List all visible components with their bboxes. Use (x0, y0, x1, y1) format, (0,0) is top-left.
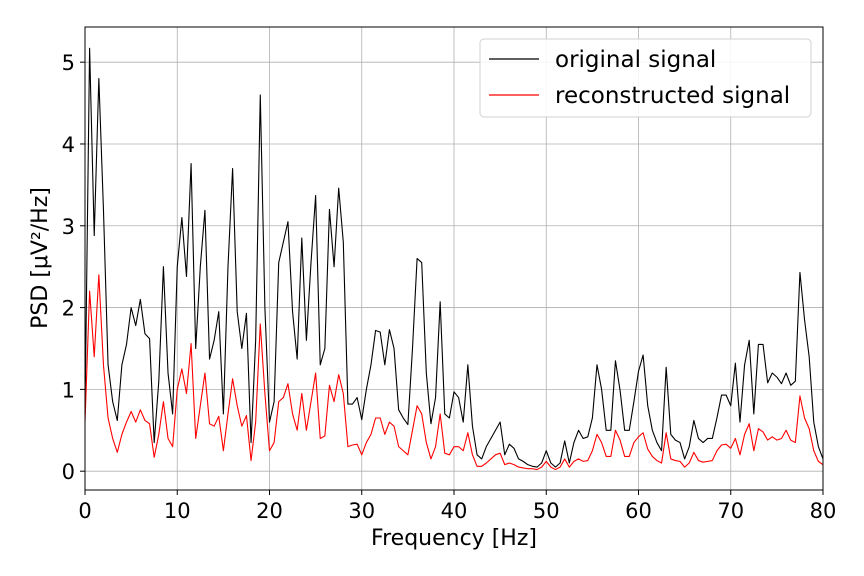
legend-box (479, 38, 812, 118)
x-tick-label: 80 (810, 499, 837, 523)
y-tick-label: 4 (62, 133, 75, 157)
x-axis-label: Frequency [Hz] (371, 526, 537, 551)
x-tick-label: 30 (348, 499, 375, 523)
y-axis-label: PSD [μV²/Hz] (28, 187, 53, 329)
series-group (84, 47, 824, 471)
y-tick-label: 0 (62, 460, 75, 484)
y-tick-label: 5 (62, 51, 75, 75)
ticks: 0 10 20 30 40 50 60 70 80 0 1 2 3 4 5 (62, 51, 837, 523)
legend: original signal reconstructed signal (479, 38, 812, 118)
x-tick-label: 0 (78, 499, 91, 523)
y-tick-label: 2 (62, 297, 75, 321)
y-tick-label: 3 (62, 215, 75, 239)
x-tick-label: 50 (533, 499, 560, 523)
x-tick-label: 70 (717, 499, 744, 523)
x-tick-label: 20 (256, 499, 283, 523)
x-tick-label: 10 (164, 499, 191, 523)
x-tick-label: 40 (441, 499, 468, 523)
original-signal-line (84, 47, 824, 468)
legend-label-reconstructed: reconstructed signal (555, 83, 790, 109)
y-tick-label: 1 (62, 378, 75, 402)
reconstructed-signal-line (84, 274, 824, 471)
legend-label-original: original signal (555, 47, 716, 73)
x-tick-label: 60 (625, 499, 652, 523)
